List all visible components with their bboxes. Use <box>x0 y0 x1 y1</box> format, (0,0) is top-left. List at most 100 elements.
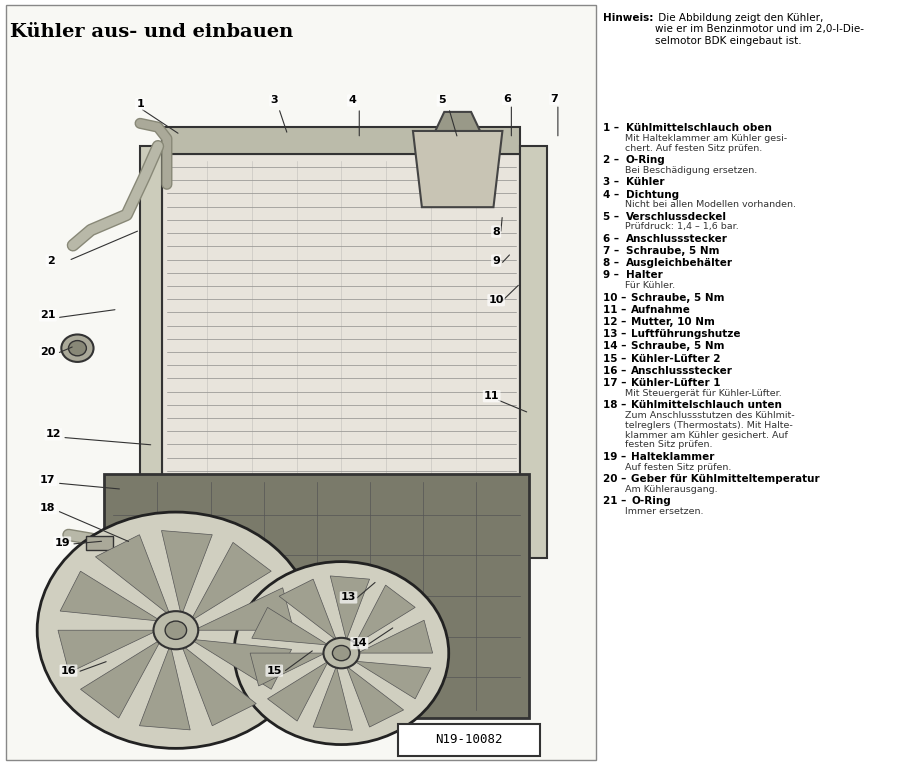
Bar <box>140 146 163 558</box>
Polygon shape <box>330 576 370 640</box>
Text: 4: 4 <box>349 96 356 106</box>
Polygon shape <box>267 661 328 721</box>
Text: 8: 8 <box>492 226 500 236</box>
Polygon shape <box>252 607 328 645</box>
Text: 14: 14 <box>351 638 367 648</box>
Text: Am Kühlerausgang.: Am Kühlerausgang. <box>625 485 717 493</box>
Text: 2: 2 <box>47 256 55 265</box>
Text: Die Abbildung zeigt den Kühler,
wie er im Benzinmotor und im 2,0-l-Die-
selmotor: Die Abbildung zeigt den Kühler, wie er i… <box>654 13 864 46</box>
Text: Aufnahme: Aufnahme <box>631 304 691 314</box>
Polygon shape <box>413 131 502 207</box>
Text: telreglers (Thermostats). Mit Halte-: telreglers (Thermostats). Mit Halte- <box>625 421 792 430</box>
Text: Mit Steuergerät für Kühler-Lüfter.: Mit Steuergerät für Kühler-Lüfter. <box>625 389 781 398</box>
Text: N19-10082: N19-10082 <box>435 734 502 747</box>
Text: Zum Anschlussstutzen des Kühlmit-: Zum Anschlussstutzen des Kühlmit- <box>625 411 794 420</box>
Text: 14 –: 14 – <box>603 341 630 351</box>
Text: 21: 21 <box>40 311 56 321</box>
Text: 15 –: 15 – <box>603 353 630 363</box>
Bar <box>86 536 113 550</box>
Circle shape <box>324 638 360 669</box>
Circle shape <box>234 562 448 744</box>
Text: 18 –: 18 – <box>603 400 630 410</box>
Text: Kühler-Lüfter 1: Kühler-Lüfter 1 <box>631 378 721 388</box>
Text: Luftführungshutze: Luftführungshutze <box>631 329 741 339</box>
Text: 4 –: 4 – <box>603 190 622 200</box>
Text: Auf festen Sitz prüfen.: Auf festen Sitz prüfen. <box>625 463 731 471</box>
Text: Anschlussstecker: Anschlussstecker <box>631 366 733 376</box>
Text: 5 –: 5 – <box>603 212 622 222</box>
Text: Geber für Kühlmitteltemperatur: Geber für Kühlmitteltemperatur <box>631 474 820 484</box>
Bar <box>163 550 521 577</box>
Text: Prüfdruck: 1,4 – 1,6 bar.: Prüfdruck: 1,4 – 1,6 bar. <box>625 223 738 232</box>
Text: 7: 7 <box>551 94 558 104</box>
Polygon shape <box>161 531 212 616</box>
Text: Schraube, 5 Nm: Schraube, 5 Nm <box>631 292 725 303</box>
Text: Kühlmittelschlauch oben: Kühlmittelschlauch oben <box>626 123 771 133</box>
Polygon shape <box>95 535 170 616</box>
Polygon shape <box>181 645 256 726</box>
Polygon shape <box>354 585 415 645</box>
Text: 2 –: 2 – <box>603 155 622 165</box>
Polygon shape <box>436 112 480 131</box>
Text: festen Sitz prüfen.: festen Sitz prüfen. <box>625 441 713 449</box>
Text: 15: 15 <box>266 666 282 675</box>
Circle shape <box>38 512 315 748</box>
Bar <box>5 5 597 760</box>
Text: 16: 16 <box>60 666 76 675</box>
Text: 6 –: 6 – <box>603 234 622 244</box>
Text: 17: 17 <box>40 475 56 485</box>
Text: 19: 19 <box>54 538 70 548</box>
Circle shape <box>69 340 86 356</box>
Text: Schraube, 5 Nm: Schraube, 5 Nm <box>626 246 719 256</box>
Polygon shape <box>194 588 294 630</box>
Bar <box>521 146 547 558</box>
Text: Hinweis:: Hinweis: <box>603 13 653 23</box>
Bar <box>163 154 521 550</box>
Text: Kühler-Lüfter 2: Kühler-Lüfter 2 <box>631 353 721 363</box>
Text: 19 –: 19 – <box>603 452 630 462</box>
Text: Verschlussdeckel: Verschlussdeckel <box>626 212 727 222</box>
Text: 8 –: 8 – <box>603 259 622 269</box>
Text: 13 –: 13 – <box>603 329 630 339</box>
Text: 9: 9 <box>492 256 501 265</box>
Text: 16 –: 16 – <box>603 366 630 376</box>
Text: Für Kühler.: Für Kühler. <box>625 281 675 290</box>
Text: Kühlmittelschlauch unten: Kühlmittelschlauch unten <box>631 400 782 410</box>
Text: 7 –: 7 – <box>603 246 622 256</box>
Text: Kühler aus- und einbauen: Kühler aus- und einbauen <box>10 23 294 41</box>
Text: 11: 11 <box>484 391 500 401</box>
Polygon shape <box>250 653 325 686</box>
Polygon shape <box>313 666 352 731</box>
Text: 1: 1 <box>136 99 144 109</box>
Text: klammer am Kühler gesichert. Auf: klammer am Kühler gesichert. Auf <box>625 431 788 440</box>
FancyBboxPatch shape <box>398 724 540 756</box>
Text: 17 –: 17 – <box>603 378 630 388</box>
Text: 5: 5 <box>437 96 446 106</box>
Polygon shape <box>139 645 190 730</box>
Text: O-Ring: O-Ring <box>626 155 665 165</box>
Bar <box>163 127 521 154</box>
Text: 9 –: 9 – <box>603 271 622 281</box>
Text: 11 –: 11 – <box>603 304 630 314</box>
Text: 3 –: 3 – <box>603 177 622 187</box>
Polygon shape <box>60 571 161 621</box>
Text: Mutter, 10 Nm: Mutter, 10 Nm <box>631 317 716 327</box>
Text: 21 –: 21 – <box>603 496 630 506</box>
Text: 18: 18 <box>40 503 56 513</box>
Text: Schraube, 5 Nm: Schraube, 5 Nm <box>631 341 725 351</box>
Text: Dichtung: Dichtung <box>626 190 679 200</box>
Circle shape <box>332 646 350 661</box>
Text: 1 –: 1 – <box>603 123 622 133</box>
Text: 10: 10 <box>489 295 504 305</box>
Text: Bei Beschädigung ersetzen.: Bei Beschädigung ersetzen. <box>625 166 758 175</box>
Polygon shape <box>190 542 271 621</box>
Text: Immer ersetzen.: Immer ersetzen. <box>625 506 704 516</box>
Text: 12: 12 <box>46 429 61 439</box>
Polygon shape <box>358 620 433 653</box>
Text: Kühler: Kühler <box>626 177 664 187</box>
Text: O-Ring: O-Ring <box>631 496 671 506</box>
Circle shape <box>165 621 187 640</box>
Text: 3: 3 <box>271 96 278 106</box>
Polygon shape <box>58 630 158 672</box>
Polygon shape <box>354 661 431 698</box>
